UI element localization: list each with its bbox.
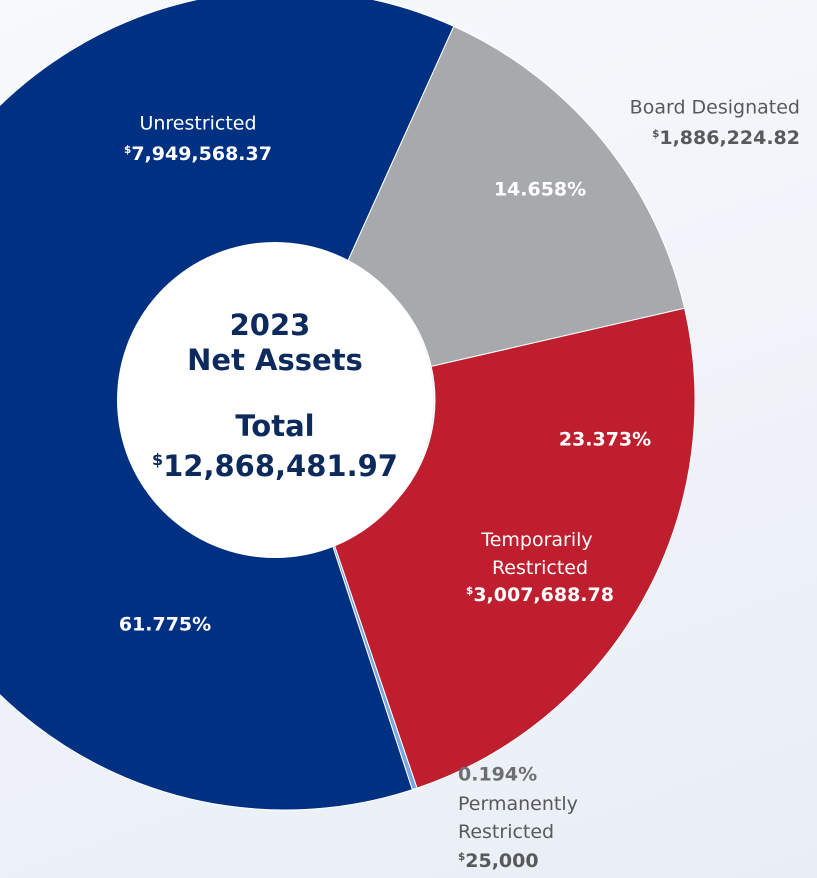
donut-hole	[117, 242, 433, 558]
percent-label: 61.775%	[119, 614, 211, 636]
category-label: Temporarily Restricted	[480, 529, 598, 579]
percent-label: 23.373%	[559, 429, 651, 451]
center-title: 2023 Net Assets	[187, 308, 363, 377]
slices	[0, 0, 696, 811]
category-label: Board Designated	[630, 97, 800, 119]
category-label: Unrestricted	[139, 113, 256, 135]
amount-label: $1,886,224.82	[652, 127, 800, 149]
amount-label: $7,949,568.37	[124, 143, 272, 165]
amount-label: $3,007,688.78	[466, 584, 614, 606]
total-label: Total	[235, 409, 314, 443]
percent-label: 14.658%	[494, 179, 586, 201]
total-value: $12,868,481.97	[152, 449, 398, 483]
percent-label: 0.194%	[458, 764, 537, 786]
slice	[332, 307, 696, 789]
amount-label: $25,000	[458, 850, 539, 872]
category-label: Permanently Restricted	[458, 793, 584, 843]
